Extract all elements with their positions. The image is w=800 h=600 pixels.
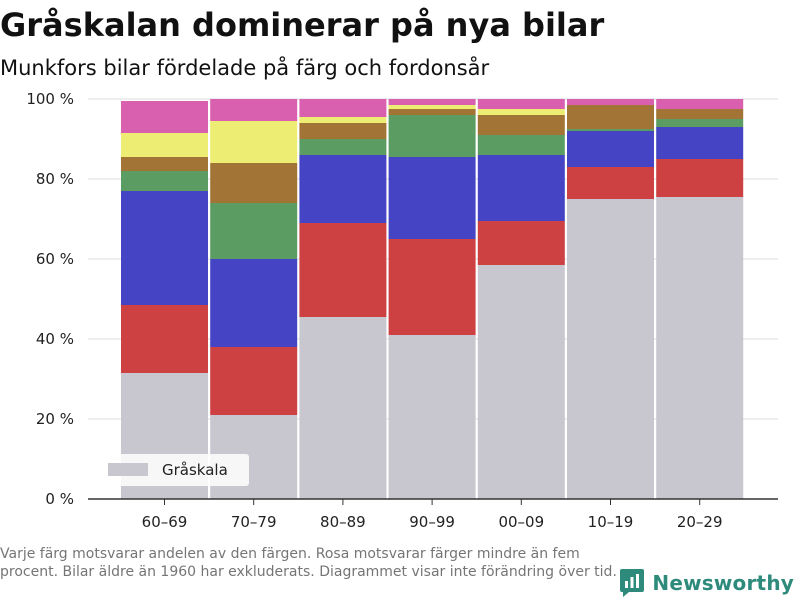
bar-segment (656, 109, 744, 119)
legend-swatch (108, 463, 148, 476)
chart-footnote: Varje färg motsvarar andelen av den färg… (0, 546, 617, 580)
legend: Gråskala (99, 454, 249, 486)
stacked-bar-chart: 0 % 20 % 40 % 60 % 80 % 100 % 60–69 70–79 80–89 9… (26, 90, 778, 531)
x-tick-label: 10–19 (588, 513, 634, 531)
bar-segment (567, 131, 654, 167)
bar-segment (388, 99, 476, 105)
bar-segment (210, 99, 298, 121)
y-tick-label: 20 % (36, 410, 74, 428)
y-tick-label: 60 % (36, 250, 74, 268)
bar-segment (477, 221, 565, 265)
legend-box (99, 454, 249, 486)
bar-segment (477, 265, 565, 499)
bar-segment (567, 99, 654, 105)
bar-segment (121, 157, 208, 171)
bar-segment (388, 105, 476, 109)
bar-segment (656, 127, 744, 159)
bar-segment (656, 119, 744, 127)
bar-segment (210, 163, 298, 203)
brand[interactable]: Newsworthy (619, 566, 794, 600)
bar-segment (299, 155, 387, 223)
bar-segment (299, 317, 387, 499)
bar-segment (477, 99, 565, 109)
x-tick-label: 80–89 (320, 513, 366, 531)
bar-segment (121, 133, 208, 157)
y-tick-label: 80 % (36, 170, 74, 188)
bar-segment (121, 191, 208, 305)
x-tick-label: 20–29 (677, 513, 723, 531)
legend-label: Gråskala (162, 461, 228, 479)
y-tick-label: 0 % (45, 490, 74, 508)
bar-segment (477, 115, 565, 135)
bar-segment (210, 121, 298, 163)
y-tick-label: 100 % (26, 90, 74, 108)
bar-segment (656, 159, 744, 197)
bar-segment (567, 105, 654, 129)
bar-segment (210, 347, 298, 415)
bar-segment (656, 197, 744, 499)
bar-segment (299, 117, 387, 123)
bar-segment (388, 115, 476, 157)
x-tick-label: 00–09 (498, 513, 544, 531)
bar-segment (388, 109, 476, 115)
bar-segment (299, 99, 387, 117)
brand-name: Newsworthy (652, 571, 794, 595)
bar-segment (299, 123, 387, 139)
bar-segment (388, 335, 476, 499)
bar-segment (121, 305, 208, 373)
bar-segment (210, 203, 298, 259)
chart-subtitle: Munkfors bilar fördelade på färg och for… (0, 56, 490, 80)
bar-segment (477, 155, 565, 221)
x-tick-label: 60–69 (142, 513, 188, 531)
y-tick-label: 40 % (36, 330, 74, 348)
bar-segment (567, 167, 654, 199)
bar-segment (656, 99, 744, 109)
bar-segment (567, 129, 654, 131)
newsworthy-logo-icon (620, 569, 645, 597)
bar-segment (567, 199, 654, 499)
bar-segment (210, 259, 298, 347)
bar-segment (299, 139, 387, 155)
x-tick-label: 70–79 (231, 513, 277, 531)
bar-segment (121, 171, 208, 191)
bar-segment (299, 223, 387, 317)
chart-title: Gråskalan dominerar på nya bilar (0, 6, 605, 44)
bar-segment (477, 135, 565, 155)
x-tick-label: 90–99 (409, 513, 455, 531)
bar-segment (477, 109, 565, 115)
bar-segment (388, 157, 476, 239)
bar-segment (388, 239, 476, 335)
bar-segment (121, 101, 208, 133)
